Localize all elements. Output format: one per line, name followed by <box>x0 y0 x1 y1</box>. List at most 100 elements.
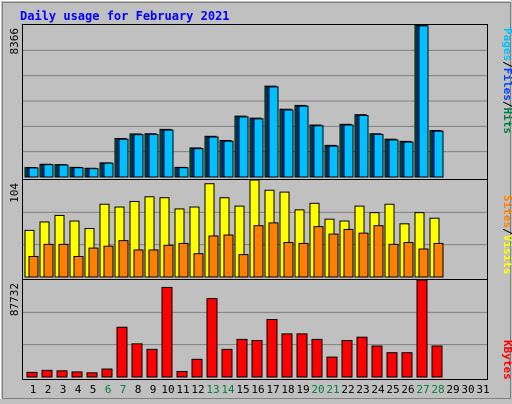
bottom-bar-kbytes-4 <box>71 371 83 378</box>
middle-bar-sites-26 <box>403 241 414 278</box>
x-tick-label-26: 26 <box>401 383 414 396</box>
top-bar-pages-19 <box>298 105 309 178</box>
x-tick-label-19: 19 <box>296 383 309 396</box>
top-bar-pages-17 <box>268 86 279 178</box>
top-bar-pages-24 <box>373 133 384 178</box>
middle-bar-sites-21 <box>328 233 339 278</box>
bottom-bar-kbytes-17 <box>266 319 278 378</box>
bottom-bar-kbytes-1 <box>26 371 38 378</box>
x-tick-label-13: 13 <box>206 383 219 396</box>
bottom-bar-kbytes-19 <box>296 333 308 378</box>
top-bar-pages-28 <box>433 130 444 178</box>
bar-layer <box>24 24 444 378</box>
top-bar-pages-5 <box>88 168 99 178</box>
middle-legend: Sites/Visits <box>501 195 512 275</box>
top-bar-pages-4 <box>73 167 84 178</box>
bottom-bar-kbytes-16 <box>251 340 263 378</box>
top-bar-pages-3 <box>58 164 69 178</box>
x-tick-label-31: 31 <box>476 383 489 396</box>
top-bar-pages-11 <box>178 167 189 178</box>
middle-bar-sites-13 <box>208 235 219 278</box>
outer-frame-shadow <box>2 2 511 399</box>
chart-title: Daily usage for February 2021 <box>20 9 230 23</box>
x-tick-label-25: 25 <box>386 383 399 396</box>
bottom-ymax-label: 87732 <box>8 283 21 316</box>
x-tick-label-3: 3 <box>60 383 67 396</box>
bottom-bar-kbytes-6 <box>101 368 113 378</box>
x-tick-label-30: 30 <box>461 383 474 396</box>
top-bar-pages-25 <box>388 139 399 178</box>
middle-bar-sites-17 <box>268 222 279 278</box>
top-bar-pages-16 <box>253 118 264 178</box>
middle-bar-sites-1 <box>28 255 39 278</box>
bottom-bar-kbytes-3 <box>56 370 68 378</box>
x-tick-label-1: 1 <box>30 383 37 396</box>
x-tick-label-6: 6 <box>105 383 112 396</box>
top-bar-pages-7 <box>118 138 129 178</box>
legend-kbytes: KBytes <box>501 340 512 380</box>
x-tick-label-21: 21 <box>326 383 339 396</box>
bottom-legend: KBytes <box>501 340 512 380</box>
x-tick-label-9: 9 <box>150 383 157 396</box>
top-bar-pages-14 <box>223 140 234 178</box>
x-tick-label-27: 27 <box>416 383 429 396</box>
bottom-bar-kbytes-2 <box>41 369 53 378</box>
bottom-bar-kbytes-12 <box>191 358 203 378</box>
top-bar-pages-21 <box>328 145 339 178</box>
bottom-bar-kbytes-8 <box>131 343 143 378</box>
top-bar-pages-22 <box>343 124 354 178</box>
legend-files: Files <box>501 68 512 101</box>
middle-bar-sites-20 <box>313 226 324 278</box>
middle-bar-sites-19 <box>298 242 309 278</box>
bottom-bar-kbytes-25 <box>386 352 398 378</box>
middle-bar-sites-16 <box>253 225 264 278</box>
x-tick-label-16: 16 <box>251 383 264 396</box>
bottom-bar-kbytes-9 <box>146 348 158 378</box>
middle-bar-sites-18 <box>283 241 294 278</box>
top-bar-pages-2 <box>43 164 54 178</box>
top-bar-pages-6 <box>103 162 114 178</box>
bottom-bar-kbytes-15 <box>236 338 248 378</box>
x-tick-label-15: 15 <box>236 383 249 396</box>
top-bar-pages-15 <box>238 116 249 178</box>
top-bar-pages-12 <box>193 148 204 178</box>
x-tick-label-23: 23 <box>356 383 369 396</box>
x-tick-label-2: 2 <box>45 383 52 396</box>
middle-bar-sites-24 <box>373 225 384 278</box>
bottom-bar-kbytes-23 <box>356 336 368 378</box>
x-axis-labels: 1 2 3 4 5 6 7 8 9 10 11 12 13 14 15 16 17 18 19 20 21 22 23 24 2… <box>30 383 490 396</box>
x-tick-label-18: 18 <box>281 383 294 396</box>
x-tick-label-5: 5 <box>90 383 97 396</box>
x-tick-label-20: 20 <box>311 383 324 396</box>
middle-bar-sites-8 <box>133 249 144 278</box>
x-tick-label-4: 4 <box>75 383 82 396</box>
middle-bar-sites-5 <box>88 247 99 278</box>
bottom-bar-kbytes-21 <box>326 356 338 378</box>
legend-sites: Sites <box>501 195 512 228</box>
middle-bar-sites-23 <box>358 232 369 278</box>
top-bar-pages-9 <box>148 133 159 178</box>
middle-bar-sites-22 <box>343 228 354 278</box>
bottom-bar-kbytes-5 <box>86 372 98 378</box>
middle-bar-sites-10 <box>163 244 174 278</box>
top-bar-pages-23 <box>358 114 369 178</box>
middle-bar-sites-12 <box>193 253 204 278</box>
x-tick-label-17: 17 <box>266 383 279 396</box>
middle-bar-sites-28 <box>433 242 444 278</box>
top-bar-pages-27 <box>418 25 429 178</box>
bottom-bar-kbytes-18 <box>281 333 293 378</box>
x-tick-label-28: 28 <box>431 383 444 396</box>
bottom-bar-kbytes-7 <box>116 326 128 378</box>
bottom-bar-kbytes-26 <box>401 352 413 378</box>
middle-bar-sites-15 <box>238 254 249 278</box>
x-tick-label-10: 10 <box>161 383 174 396</box>
bottom-bar-kbytes-11 <box>176 370 188 378</box>
bottom-bar-kbytes-13 <box>206 297 218 378</box>
middle-bar-sites-7 <box>118 240 129 278</box>
middle-bar-sites-25 <box>388 243 399 278</box>
top-bar-pages-18 <box>283 109 294 178</box>
x-tick-label-29: 29 <box>446 383 459 396</box>
bottom-bar-kbytes-10 <box>161 286 173 378</box>
top-bar-pages-13 <box>208 136 219 178</box>
